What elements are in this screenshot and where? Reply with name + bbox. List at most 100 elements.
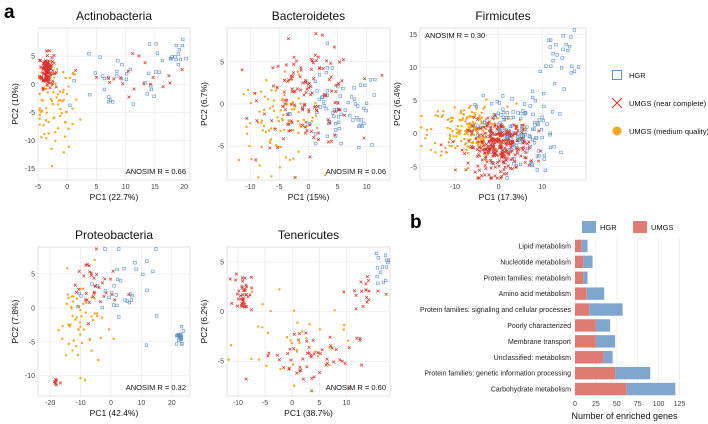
data-point-umgs-near-complete [314,108,319,113]
data-point-umgs-near-complete [316,350,320,355]
data-point-hgr [530,138,535,142]
data-point-umgs-medium [467,125,471,129]
data-point-umgs-near-complete [52,53,56,58]
data-point-umgs-near-complete [286,112,290,117]
data-point-umgs-medium [73,73,76,76]
data-point-umgs-near-complete [466,128,470,132]
data-point-umgs-near-complete [338,108,342,112]
data-point-umgs-medium [457,130,460,133]
data-point-umgs-near-complete [104,291,108,295]
data-point-hgr [102,76,107,81]
data-point-umgs-near-complete [239,297,243,301]
data-point-umgs-near-complete [292,103,297,107]
data-point-umgs-near-complete [498,142,502,146]
data-point-hgr [536,149,540,153]
data-point-umgs-near-complete [477,168,482,172]
data-point-umgs-near-complete [522,139,526,143]
data-point-umgs-near-complete [328,335,332,339]
data-point-hgr [337,120,341,124]
data-point-umgs-near-complete [314,58,318,63]
data-point-umgs-near-complete [38,58,42,63]
data-point-hgr [155,51,160,55]
data-point-hgr [181,37,185,42]
data-point-umgs-medium [90,315,93,318]
data-point-umgs-near-complete [137,54,141,58]
data-point-umgs-near-complete [338,358,342,362]
x-tick-label: -10 [75,400,85,407]
data-point-umgs-near-complete [51,79,55,83]
chart-title: Proteobacteria [75,228,153,242]
data-point-umgs-medium [260,121,263,125]
data-point-umgs-near-complete [503,141,508,145]
data-point-hgr [111,100,115,104]
data-point-umgs-medium [93,312,96,315]
data-point-umgs-medium [42,124,45,127]
data-point-umgs-near-complete [303,131,308,135]
data-point-umgs-medium [54,82,57,85]
data-point-umgs-near-complete [271,84,276,88]
data-point-umgs-near-complete [50,82,55,86]
data-point-umgs-near-complete [527,163,531,167]
data-point-umgs-near-complete [289,102,293,106]
data-point-umgs-medium [305,124,308,128]
data-point-umgs-medium [250,157,253,161]
data-point-umgs-medium [285,336,289,339]
data-point-hgr [535,168,539,172]
data-point-umgs-near-complete [497,137,501,142]
data-point-umgs-near-complete [307,345,311,350]
data-point-umgs-medium [284,156,288,159]
data-point-umgs-medium [480,120,483,123]
data-point-hgr [116,59,120,63]
x-axis-label: PC1 (15%) [288,192,330,202]
data-point-umgs-medium [305,337,308,340]
scatter-panel-2: -10 -5 0 5 10 -5 0 5 Bacteroidetes PC1 (15%) PC2 (… [199,9,391,202]
data-point-umgs-medium [237,158,241,162]
data-point-hgr [501,107,505,111]
data-point-umgs-near-complete [275,145,280,150]
data-point-umgs-near-complete [112,77,116,81]
data-point-umgs-medium [467,166,470,170]
data-point-hgr [545,122,549,126]
x-tick-label: 10 [122,184,130,191]
data-point-umgs-near-complete [472,115,476,119]
data-point-umgs-near-complete [511,156,515,161]
data-point-umgs-near-complete [286,351,290,356]
data-point-umgs-medium [420,144,423,148]
data-point-umgs-near-complete [286,36,291,41]
data-point-umgs-near-complete [329,344,333,348]
data-point-umgs-near-complete [94,247,99,251]
data-point-umgs-near-complete [305,365,309,369]
data-point-hgr [520,124,524,128]
data-point-umgs-near-complete [290,121,294,125]
x-tick-label: 20 [180,184,188,191]
data-point-umgs-medium [449,116,453,120]
data-point-hgr [170,55,174,59]
data-point-umgs-near-complete [237,289,241,293]
data-point-umgs-near-complete [522,145,526,150]
data-point-hgr [530,89,535,93]
data-point-umgs-near-complete [492,138,496,142]
data-point-umgs-near-complete [493,113,497,117]
data-point-hgr [338,94,342,98]
category-label: Lipid metabolism [518,243,571,250]
data-point-umgs-near-complete [97,285,101,290]
data-point-umgs-near-complete [86,322,91,326]
data-point-umgs-medium [84,311,88,314]
data-point-umgs-medium [266,98,270,101]
y-tick-label: 0 [413,131,417,138]
data-point-umgs-near-complete [500,130,505,135]
data-point-umgs-near-complete [460,148,464,152]
x-tick-label: -10 [233,400,243,407]
data-point-umgs-near-complete [243,287,247,291]
data-point-umgs-near-complete [234,272,239,276]
data-point-umgs-medium [38,117,41,120]
data-point-umgs-near-complete [488,143,493,147]
data-point-umgs-near-complete [474,136,478,140]
data-point-umgs-near-complete [492,142,496,147]
x-axis-label: Number of enriched genes [571,411,678,421]
data-point-umgs-medium [454,146,457,150]
data-point-umgs-near-complete [298,75,302,79]
data-point-umgs-medium [264,130,268,134]
data-point-umgs-near-complete [499,174,504,179]
data-point-hgr [325,134,329,138]
